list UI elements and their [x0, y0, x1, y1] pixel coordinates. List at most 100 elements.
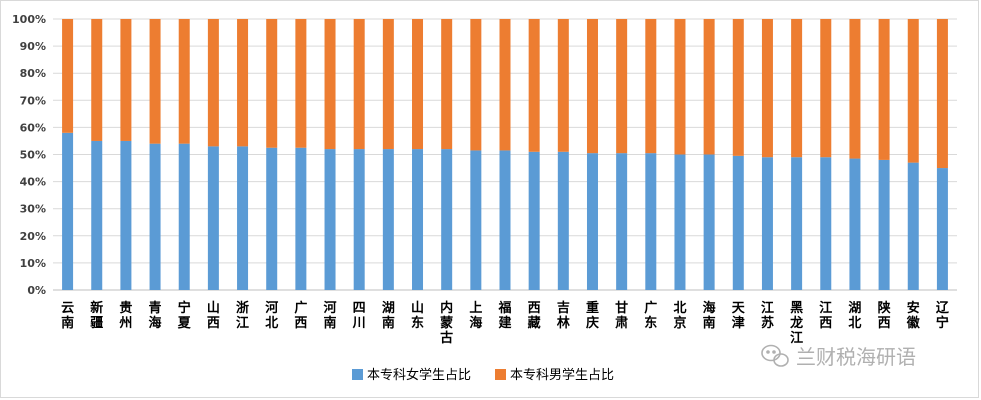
y-tick-label: 90% — [20, 40, 46, 53]
bar-male — [616, 19, 628, 154]
bar-female — [178, 143, 190, 290]
bar-female — [732, 155, 744, 290]
bar-male — [441, 19, 453, 150]
bar-female — [791, 157, 803, 290]
y-tick-label: 80% — [20, 67, 46, 80]
bar-male — [907, 19, 919, 163]
x-tick-label: 山西 — [207, 300, 220, 331]
bar-male — [674, 19, 686, 155]
bar-female — [266, 147, 278, 290]
x-tick-label: 河北 — [265, 300, 278, 331]
x-tick-label: 广西 — [294, 300, 307, 331]
bar-male — [91, 19, 103, 141]
y-axis-ticks: 0% 10% 20% 30% 40% 50% 60% 70% 80% 90% 100% — [12, 13, 46, 297]
bar-female — [761, 157, 773, 290]
bar-female — [878, 159, 890, 290]
bar-female — [557, 151, 569, 290]
x-tick-label: 安徽 — [906, 300, 921, 331]
y-tick-label: 60% — [20, 121, 46, 134]
legend-swatch-male — [495, 369, 506, 380]
bar-female — [149, 143, 161, 290]
bar-female — [470, 150, 482, 290]
legend-label-female: 本专科女学生占比 — [367, 367, 471, 383]
x-tick-label: 青海 — [149, 300, 162, 331]
x-tick-label: 江苏 — [761, 300, 774, 331]
x-tick-label: 天津 — [732, 301, 746, 331]
x-tick-label: 辽宁 — [936, 301, 950, 331]
bar-male — [820, 19, 832, 158]
x-tick-label: 西藏 — [528, 301, 541, 331]
bar-female — [820, 157, 832, 290]
x-tick-label: 上海 — [469, 301, 482, 331]
watermark: 兰财税海研语 — [761, 344, 916, 369]
bar-male — [62, 19, 74, 133]
bar-female — [586, 153, 598, 290]
bar-female — [324, 149, 336, 290]
bar-female — [645, 153, 657, 290]
y-tick-label: 10% — [20, 257, 46, 270]
x-tick-label: 宁夏 — [177, 300, 192, 331]
bar-male — [586, 19, 598, 154]
bar-female — [91, 140, 103, 290]
x-tick-label: 内蒙古 — [440, 300, 453, 346]
bar-female — [703, 154, 715, 290]
bar-male — [645, 19, 657, 154]
bar-male — [237, 19, 249, 147]
bar-female — [382, 149, 394, 290]
bar-male — [791, 19, 803, 158]
y-tick-label: 70% — [20, 94, 46, 107]
x-tick-label: 江西 — [819, 300, 832, 331]
y-tick-label: 30% — [20, 203, 46, 216]
bar-female — [207, 146, 219, 290]
y-tick-label: 50% — [20, 149, 46, 162]
bar-male — [732, 19, 744, 156]
bar-male — [353, 19, 365, 150]
bar-female — [441, 149, 453, 290]
bar-male — [120, 19, 132, 141]
legend-label-male: 本专科男学生占比 — [510, 367, 614, 383]
x-tick-label: 新疆 — [90, 300, 103, 331]
bar-female — [237, 146, 249, 290]
x-tick-label: 四川 — [352, 301, 366, 331]
watermark-text: 兰财税海研语 — [796, 345, 916, 369]
bar-male — [470, 19, 482, 151]
y-tick-label: 0% — [27, 284, 46, 297]
legend-item-female: 本专科女学生占比 — [352, 367, 471, 383]
bar-male — [499, 19, 511, 151]
bar-male — [849, 19, 861, 159]
x-tick-label: 广东 — [644, 300, 657, 331]
x-tick-label: 湖北 — [848, 301, 861, 331]
bar-female — [499, 150, 511, 290]
bar-male — [761, 19, 773, 158]
bar-female — [62, 132, 74, 290]
x-tick-label: 云南 — [61, 301, 74, 331]
bar-female — [936, 168, 948, 290]
bar-male — [528, 19, 540, 152]
bar-male — [382, 19, 394, 150]
bar-female — [849, 158, 861, 290]
bar-male — [207, 19, 219, 147]
bar-male — [936, 19, 948, 169]
bar-male — [557, 19, 569, 152]
bar-male — [703, 19, 715, 155]
x-tick-label: 贵州 — [118, 300, 132, 331]
x-tick-label: 海南 — [703, 300, 716, 331]
x-tick-label: 浙江 — [236, 300, 249, 331]
wechat-icon — [761, 344, 789, 367]
x-tick-label: 重庆 — [585, 300, 599, 331]
bar-female — [674, 154, 686, 290]
x-tick-label: 河南 — [324, 300, 337, 331]
x-tick-label: 吉林 — [557, 301, 570, 331]
x-tick-label: 甘肃 — [615, 300, 628, 331]
y-tick-label: 20% — [20, 230, 46, 243]
bar-female — [353, 149, 365, 290]
bar-male — [878, 19, 890, 160]
bar-male — [295, 19, 307, 148]
bar-male — [178, 19, 190, 144]
y-tick-label: 100% — [12, 13, 46, 26]
x-tick-label: 山东 — [411, 300, 424, 331]
legend: 本专科女学生占比 本专科男学生占比 — [352, 367, 614, 383]
x-tick-label: 福建 — [497, 300, 511, 331]
